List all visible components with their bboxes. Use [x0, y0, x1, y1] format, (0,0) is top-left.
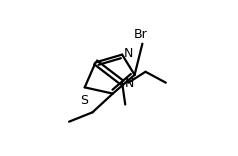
Text: N: N — [124, 47, 133, 60]
Text: Br: Br — [134, 28, 148, 41]
Text: S: S — [80, 94, 88, 107]
Text: N: N — [125, 77, 135, 90]
